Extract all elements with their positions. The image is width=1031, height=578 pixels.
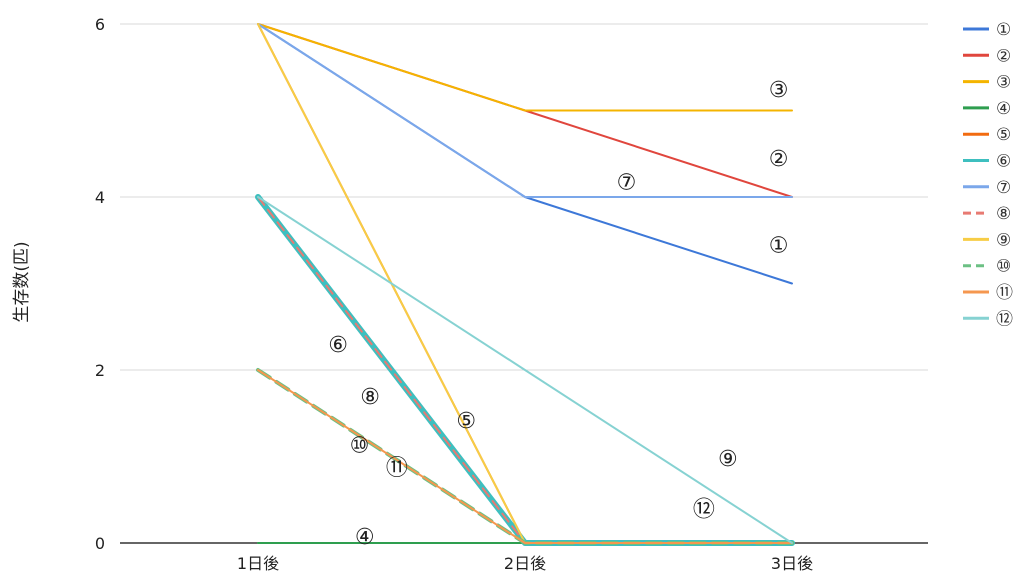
legend-label: ⑦ [996, 178, 1011, 198]
series-line-11 [257, 369, 793, 544]
series-lines [255, 23, 795, 546]
series-line-1 [257, 23, 793, 285]
annotation-label: ⑩ [350, 433, 370, 458]
axes: 0 2 4 6 1日後 2日後 3日後 [95, 15, 928, 573]
series-line-3 [257, 23, 793, 112]
legend: ① ② ③ ④ ⑤ ⑥ ⑦ ⑧ ⑨ ⑩ ⑪ ⑫ [963, 20, 1013, 329]
series-line-9 [257, 23, 793, 544]
legend-label: ⑨ [996, 230, 1011, 250]
annotation-label: ① [769, 234, 789, 259]
legend-label: ⑥ [996, 152, 1011, 172]
annotation-label: ⑪ [386, 456, 408, 481]
annotation-label: ③ [769, 78, 789, 103]
series-line-7 [257, 23, 793, 198]
y-tick-label: 4 [95, 188, 105, 207]
annotation-label: ⑤ [456, 409, 476, 434]
legend-label: ⑧ [996, 204, 1011, 224]
x-tick-label: 3日後 [771, 554, 813, 573]
y-tick-label: 2 [95, 361, 105, 380]
annotation-label: ⑨ [718, 447, 738, 472]
y-axis-label: 生存数(匹) [12, 241, 32, 322]
legend-label: ① [996, 20, 1011, 40]
legend-label: ⑩ [996, 257, 1011, 277]
annotation-label: ⑧ [360, 385, 380, 410]
series-line-12 [257, 196, 793, 544]
annotation-label: ⑦ [617, 170, 637, 195]
annotation-label: ⑫ [693, 497, 715, 522]
legend-label: ③ [996, 73, 1011, 93]
series-line-5 [257, 23, 793, 544]
annotation-label: ⑥ [328, 333, 348, 358]
legend-label: ② [996, 46, 1011, 66]
legend-label: ⑫ [996, 309, 1013, 329]
legend-label: ⑤ [996, 125, 1011, 145]
x-tick-label: 2日後 [504, 554, 546, 573]
y-tick-label: 6 [95, 15, 105, 34]
x-tick-label: 1日後 [237, 554, 279, 573]
legend-label: ④ [996, 99, 1011, 119]
annotation-label: ② [769, 147, 789, 172]
legend-label: ⑪ [996, 283, 1013, 303]
y-tick-label: 0 [95, 534, 105, 553]
annotation-label: ④ [355, 525, 375, 550]
